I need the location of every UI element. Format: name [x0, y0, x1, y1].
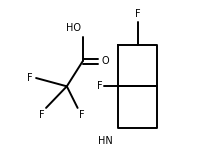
Text: F: F [27, 73, 33, 83]
Text: F: F [39, 110, 44, 120]
Text: O: O [101, 56, 109, 66]
Text: F: F [96, 81, 102, 91]
Text: HN: HN [97, 136, 112, 146]
Text: F: F [79, 110, 84, 120]
Text: HO: HO [66, 23, 81, 33]
Text: F: F [134, 9, 140, 19]
